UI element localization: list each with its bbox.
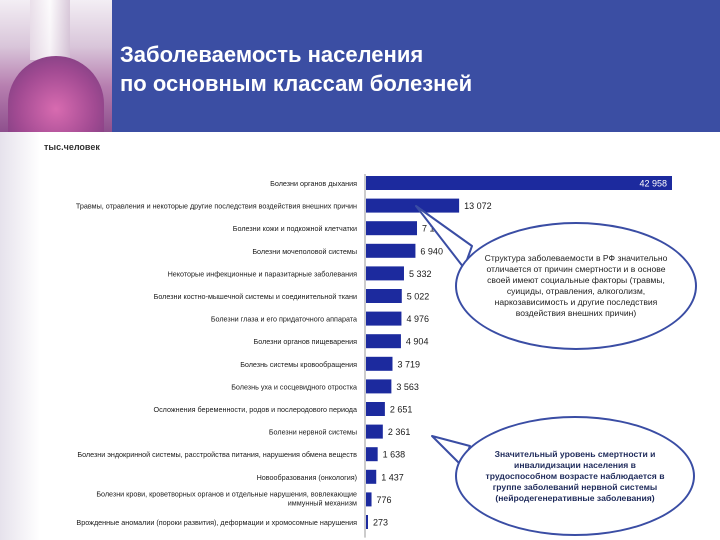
unit-label: тыс.человек bbox=[44, 142, 100, 152]
category-label-14: Болезни крови, кроветворных органов и от… bbox=[96, 489, 357, 507]
category-label-9: Болезнь уха и сосцевидного отростка bbox=[231, 382, 357, 391]
category-label-2: Болезни кожи и подкожной клетчатки bbox=[233, 224, 357, 233]
category-label-5: Болезни костно-мышечной системы и соедин… bbox=[154, 292, 357, 301]
value-label-12: 1 638 bbox=[383, 450, 406, 460]
callout-nervous-system-text: Значительный уровень смертности и инвали… bbox=[485, 448, 665, 503]
value-label-5: 5 022 bbox=[407, 292, 430, 302]
category-label-3: Болезни мочеполовой системы bbox=[252, 247, 357, 256]
left-decoration bbox=[0, 132, 40, 540]
callout-social-factors-text: Структура заболеваемости в РФ значительн… bbox=[484, 253, 668, 318]
value-label-13: 1 437 bbox=[381, 472, 404, 482]
bar-2 bbox=[366, 221, 418, 236]
header-banner: Заболеваемость населения по основным кла… bbox=[0, 0, 720, 132]
callout-social-factors: Структура заболеваемости в РФ значительн… bbox=[455, 222, 697, 350]
category-label-8: Болезнь системы кровообращения bbox=[240, 360, 357, 369]
value-label-11: 2 361 bbox=[388, 427, 411, 437]
title-line-2: по основным классам болезней bbox=[120, 71, 473, 96]
bar-3 bbox=[366, 243, 416, 258]
flask-body bbox=[8, 56, 104, 132]
category-label-10: Осложнения беременности, родов и послеро… bbox=[153, 405, 357, 414]
category-label-6: Болезни глаза и его придаточного аппарат… bbox=[211, 315, 357, 324]
bar-7 bbox=[366, 334, 401, 349]
value-label-7: 4 904 bbox=[406, 337, 429, 347]
bar-9 bbox=[366, 379, 392, 394]
bar-14 bbox=[366, 492, 372, 507]
category-label-7: Болезни органов пищеварения bbox=[254, 337, 358, 346]
callout-social-factors-tail bbox=[415, 205, 473, 269]
category-label-4: Некоторые инфекционные и паразитарные за… bbox=[168, 269, 358, 278]
value-label-10: 2 651 bbox=[390, 405, 413, 415]
bar-6 bbox=[366, 311, 402, 326]
bar-0 bbox=[366, 176, 672, 190]
value-label-8: 3 719 bbox=[397, 359, 420, 369]
value-label-14: 776 bbox=[377, 495, 392, 505]
category-label-15: Врожденные аномалии (пороки развития), д… bbox=[76, 518, 357, 527]
category-label-13: Новообразования (онкология) bbox=[257, 473, 357, 482]
title-line-1: Заболеваемость населения bbox=[120, 42, 424, 67]
bar-15 bbox=[366, 515, 368, 529]
flask-image bbox=[0, 0, 112, 132]
value-label-0: 42 958 bbox=[639, 179, 667, 189]
page-title: Заболеваемость населения по основным кла… bbox=[120, 40, 472, 98]
bar-4 bbox=[366, 266, 404, 281]
bar-11 bbox=[366, 424, 383, 439]
value-label-3: 6 940 bbox=[420, 246, 443, 256]
callout-nervous-system: Значительный уровень смертности и инвали… bbox=[455, 416, 695, 536]
bar-1 bbox=[366, 198, 460, 213]
value-label-15: 273 bbox=[373, 518, 388, 528]
bar-13 bbox=[366, 469, 377, 484]
flask-neck bbox=[30, 0, 70, 60]
category-label-12: Болезни эндокринной системы, расстройств… bbox=[77, 450, 357, 459]
bar-5 bbox=[366, 289, 402, 303]
category-label-0: Болезни органов дыхания bbox=[270, 179, 357, 188]
value-label-6: 4 976 bbox=[406, 314, 429, 324]
category-label-11: Болезни нервной системы bbox=[269, 428, 357, 437]
bar-12 bbox=[366, 447, 378, 462]
bar-8 bbox=[366, 356, 393, 371]
value-label-1: 13 072 bbox=[464, 201, 492, 211]
value-label-4: 5 332 bbox=[409, 269, 432, 279]
bar-10 bbox=[366, 402, 385, 416]
value-label-9: 3 563 bbox=[396, 382, 419, 392]
category-label-1: Травмы, отравления и некоторые другие по… bbox=[76, 202, 357, 211]
